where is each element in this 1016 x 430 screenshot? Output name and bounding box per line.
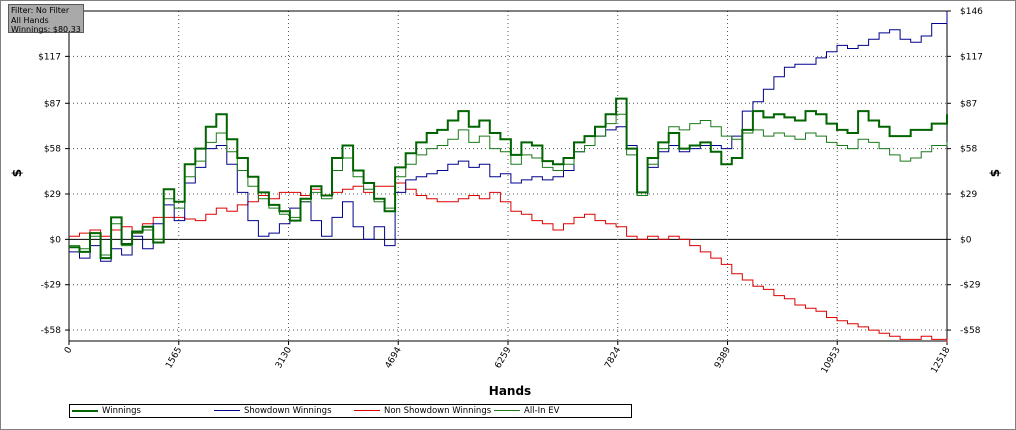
y-tick-label-right: -$58	[960, 326, 981, 336]
legend-label-allin: All-In EV	[524, 406, 560, 416]
filter-info-box: Filter: No Filter All Hands Winnings: $8…	[8, 4, 84, 34]
y-axis-title-right: $	[988, 168, 1002, 178]
x-tick-label: 6259	[493, 345, 513, 370]
legend-swatch-allin	[494, 410, 520, 411]
legend-item-winnings: Winnings	[72, 405, 141, 417]
legend-item-allin: All-In EV	[494, 405, 559, 417]
y-tick-label-left: -$58	[41, 326, 62, 336]
y-tick-label-right: $87	[960, 99, 977, 109]
legend-label-showdown: Showdown Winnings	[244, 406, 332, 416]
legend-item-showdown: Showdown Winnings	[214, 405, 332, 417]
y-tick-label-right: -$29	[960, 281, 981, 291]
series-line-nonshowdown	[69, 182, 948, 343]
axis-layer	[65, 10, 951, 345]
y-tick-label-left: $0	[50, 235, 62, 245]
y-tick-label-right: $29	[960, 190, 977, 200]
y-axis-title-left: $	[10, 168, 24, 178]
legend-label-winnings: Winnings	[102, 406, 141, 416]
x-tick-label: 9389	[713, 345, 733, 370]
x-tick-label: 0	[63, 345, 75, 355]
y-tick-label-left: $29	[44, 190, 61, 200]
grid-layer	[68, 10, 948, 341]
x-axis-title: Hands	[488, 384, 532, 398]
x-tick-label: 3130	[274, 345, 294, 370]
y-tick-label-left: $58	[44, 145, 61, 155]
legend-label-nonshowdown: Non Showdown Winnings	[384, 406, 492, 416]
legend-swatch-winnings	[72, 409, 98, 412]
hands-label: All Hands	[11, 15, 49, 25]
series-layer	[69, 11, 948, 343]
filter-label: Filter: No Filter	[11, 6, 70, 15]
legend-swatch-nonshowdown	[354, 410, 380, 411]
y-tick-label-left: $87	[44, 99, 61, 109]
chart-legend: Winnings Showdown Winnings Non Showdown …	[69, 404, 632, 418]
x-tick-label: 10953	[820, 346, 843, 376]
legend-swatch-showdown	[214, 410, 240, 411]
winnings-label: Winnings: $80.33	[11, 25, 81, 34]
y-tick-label-right: $146	[960, 7, 983, 17]
x-tick-label: 7824	[603, 345, 623, 370]
y-tick-label-left: $117	[38, 52, 61, 62]
series-line-showdown	[69, 11, 948, 262]
x-tick-label: 4694	[384, 345, 404, 370]
series-line-winnings	[69, 97, 948, 260]
legend-item-nonshowdown: Non Showdown Winnings	[354, 405, 491, 417]
x-tick-label: 12518	[930, 345, 953, 375]
y-tick-label-right: $117	[960, 52, 983, 62]
x-tick-label: 1565	[164, 346, 184, 371]
y-tick-label-right: $0	[960, 235, 972, 245]
y-tick-label-left: -$29	[41, 281, 62, 291]
y-tick-label-right: $58	[960, 145, 977, 155]
tick-layer: $146$146$117$117$87$87$58$58$29$29$0$0-$…	[38, 7, 983, 375]
